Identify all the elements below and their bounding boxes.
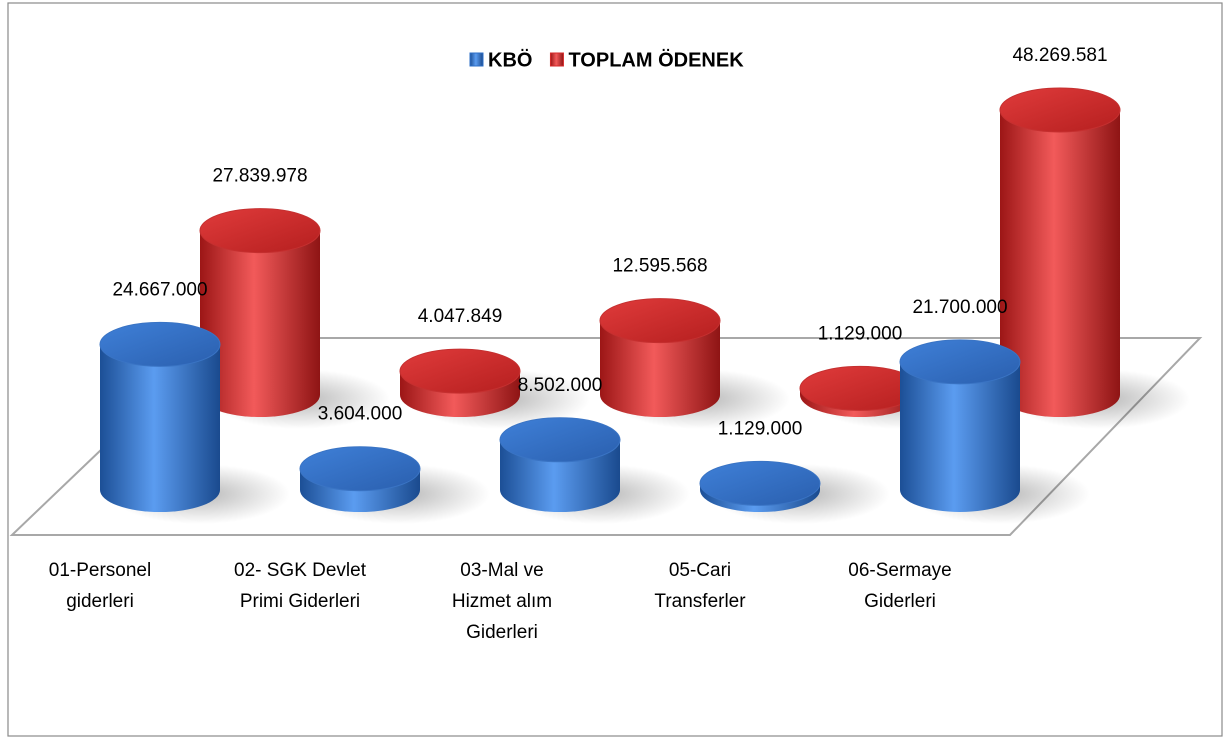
cylinder: [899, 339, 1021, 512]
legend-swatch: [549, 52, 564, 67]
data-label: 12.595.568: [612, 256, 707, 277]
cylinder-body: [600, 320, 720, 417]
cylinder-top: [899, 339, 1021, 385]
cylinder-top: [499, 417, 621, 463]
cylinder-top: [399, 348, 521, 394]
cylinder: [699, 460, 821, 512]
cylinder-top: [299, 446, 421, 492]
cylinder: [599, 298, 721, 417]
cylinder: [299, 446, 421, 512]
cylinder: [799, 365, 921, 417]
x-tick-label: 01-Personel giderleri: [48, 560, 152, 612]
x-tick-label: 03-Mal ve Hizmet alım Giderleri: [451, 560, 553, 643]
data-label: 8.502.000: [518, 375, 603, 396]
x-tick-label: 06-Sermaye Giderleri: [848, 560, 952, 612]
data-label: 24.667.000: [112, 279, 207, 300]
data-label: 21.700.000: [912, 297, 1007, 318]
data-label: 48.269.581: [1012, 45, 1107, 66]
cylinder-body: [1000, 110, 1120, 417]
cylinder-body: [100, 344, 220, 512]
cylinder-top: [999, 87, 1121, 133]
cylinder-top: [99, 321, 221, 367]
cylinder: [499, 417, 621, 512]
data-label: 3.604.000: [318, 404, 403, 425]
cylinder: [999, 87, 1121, 417]
x-tick-label: 05-Cari Transferler: [654, 560, 746, 612]
cylinder-body: [900, 361, 1020, 512]
cylinder: [399, 348, 521, 417]
data-label: 27.839.978: [212, 166, 307, 187]
data-label: 1.129.000: [818, 323, 903, 344]
legend-label: KBÖ: [488, 48, 532, 71]
cylinder-top: [599, 298, 721, 344]
legend-swatch: [469, 52, 484, 67]
legend-label: TOPLAM ÖDENEK: [568, 48, 744, 71]
cylinder: [199, 208, 321, 417]
cylinder: [99, 321, 221, 512]
x-tick-label: 02- SGK Devlet Primi Giderleri: [234, 560, 366, 612]
cylinder-top: [699, 460, 821, 506]
data-label: 1.129.000: [718, 418, 803, 439]
data-label: 4.047.849: [418, 306, 503, 327]
cylinder-top: [199, 208, 321, 254]
cylinder-body: [200, 230, 320, 417]
